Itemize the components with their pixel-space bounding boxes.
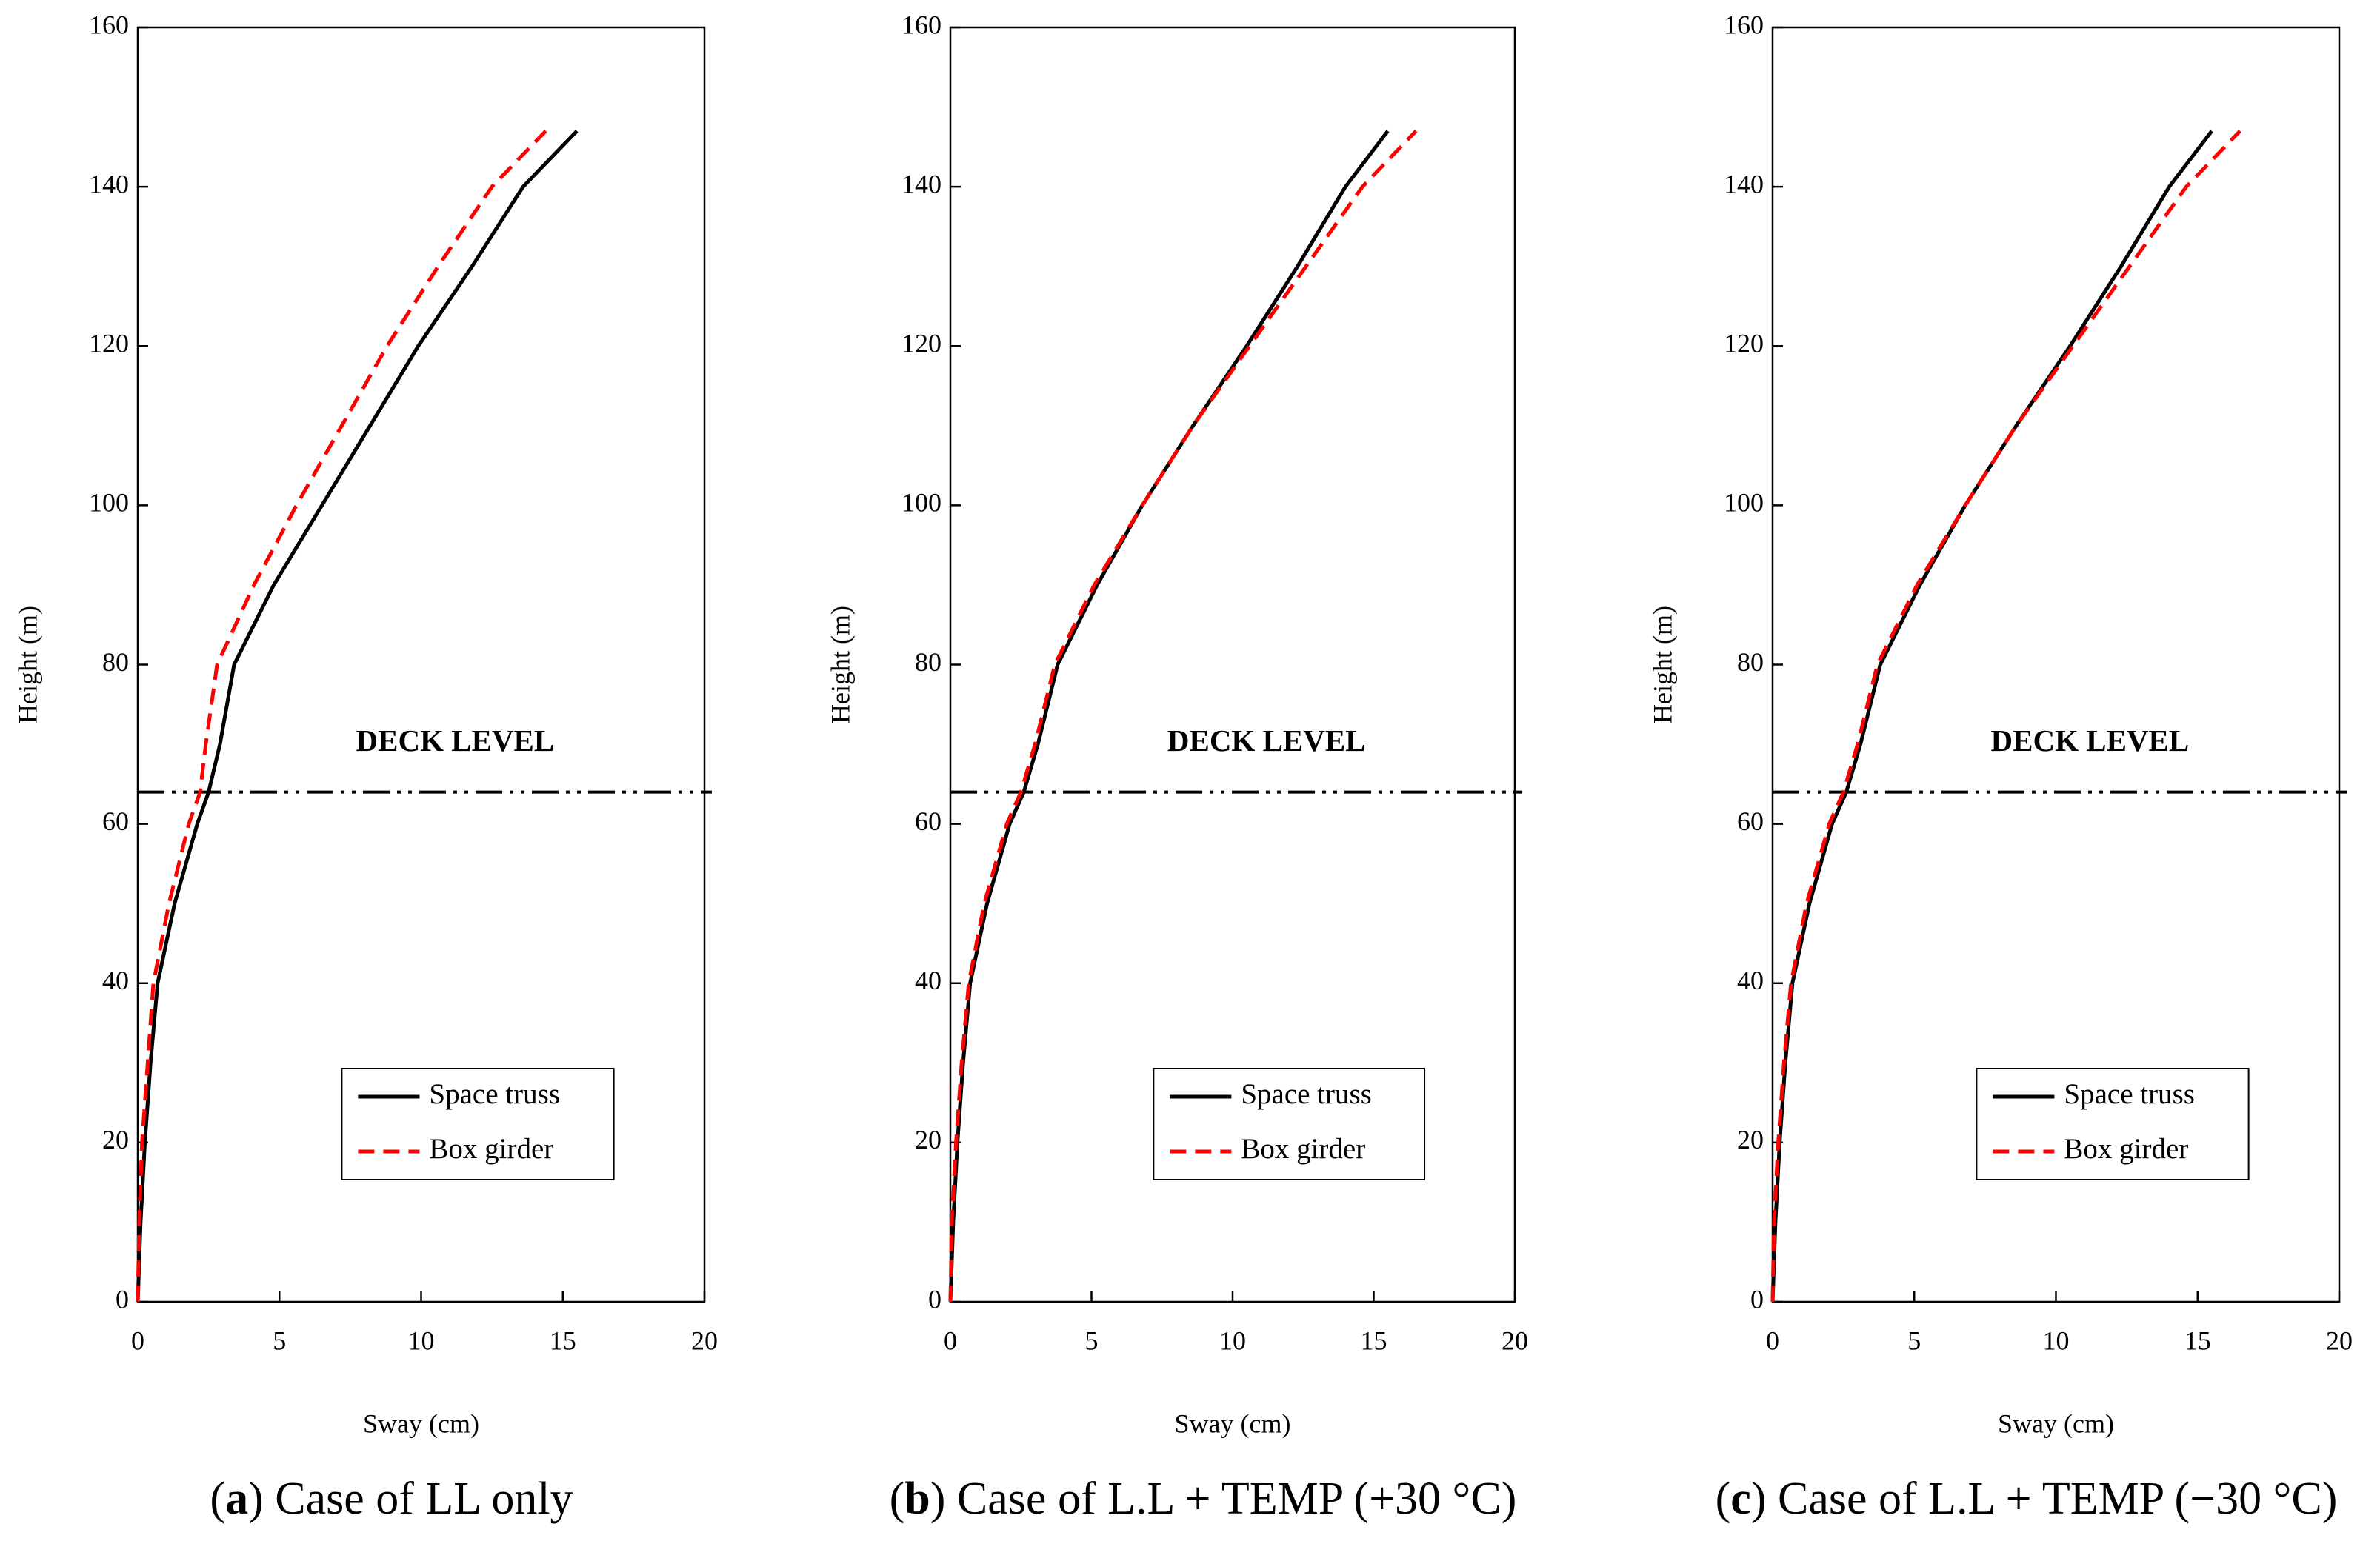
- x-tick-label: 10: [2043, 1326, 2070, 1355]
- series-line: [136, 130, 579, 1303]
- y-tick-label: 60: [1737, 806, 1764, 836]
- caption-part: c: [1730, 1474, 1751, 1524]
- legend-label: Space truss: [2064, 1078, 2195, 1110]
- series-line: [1770, 130, 2241, 1303]
- x-axis-label: Sway (cm): [1998, 1408, 2114, 1438]
- y-tick-label: 20: [1737, 1125, 1764, 1154]
- y-tick-label: 40: [915, 966, 941, 995]
- y-tick-label: 80: [102, 647, 129, 677]
- y-tick-label: 20: [102, 1125, 129, 1154]
- y-tick-label: 60: [102, 806, 129, 836]
- x-tick-label: 0: [1766, 1326, 1779, 1355]
- legend-box: [341, 1068, 615, 1180]
- y-axis-label: Height (m): [825, 606, 855, 723]
- y-tick-label: 120: [901, 329, 941, 358]
- legend-label: Box girder: [429, 1133, 553, 1165]
- caption: (b) Case of L.L + TEMP (+30 °C): [890, 1474, 1517, 1524]
- deck-label: DECK LEVEL: [1167, 723, 1366, 758]
- legend-label: Space truss: [1241, 1078, 1372, 1110]
- x-tick-label: 10: [408, 1326, 435, 1355]
- y-tick-label: 60: [915, 806, 941, 836]
- y-tick-label: 80: [915, 647, 941, 677]
- caption: (c) Case of L.L + TEMP (−30 °C): [1716, 1474, 2338, 1524]
- x-tick-label: 5: [1085, 1326, 1099, 1355]
- y-tick-label: 40: [102, 966, 129, 995]
- x-tick-label: 15: [1361, 1326, 1387, 1355]
- caption-part: ) Case of L.L + TEMP (+30 °C): [930, 1474, 1517, 1524]
- y-tick-label: 100: [89, 488, 129, 518]
- chart: 0 20 40 60 80 100 120 140 160 0 5 10 15 20 Sway (cm) He…: [13, 10, 718, 1524]
- y-tick-label: 100: [1724, 488, 1764, 518]
- series-line: [136, 130, 547, 1303]
- x-tick-label: 20: [691, 1326, 718, 1355]
- chart: 0 20 40 60 80 100 120 140 160 0 5 10 15 20 Sway (cm) He…: [825, 10, 1528, 1524]
- x-tick-label: 15: [2184, 1326, 2211, 1355]
- y-tick-label: 160: [1724, 10, 1764, 39]
- y-tick-label: 80: [1737, 647, 1764, 677]
- y-tick-label: 0: [116, 1284, 129, 1314]
- legend-label: Space truss: [429, 1078, 560, 1110]
- caption-part: (: [210, 1474, 225, 1524]
- y-tick-label: 0: [928, 1284, 941, 1314]
- deck-label: DECK LEVEL: [1991, 723, 2190, 758]
- chart: 0 20 40 60 80 100 120 140 160 0 5 10 15 20 Sway (cm) He…: [1647, 10, 2353, 1524]
- caption-part: ) Case of LL only: [248, 1474, 573, 1524]
- y-axis-label: Height (m): [1647, 606, 1677, 723]
- caption-part: a: [225, 1474, 248, 1524]
- x-tick-label: 5: [273, 1326, 286, 1355]
- deck-label: DECK LEVEL: [356, 723, 555, 758]
- x-tick-label: 20: [1501, 1326, 1528, 1355]
- caption: (a) Case of LL only: [210, 1474, 573, 1524]
- legend-box: [1153, 1068, 1426, 1180]
- caption-part: (: [1716, 1474, 1731, 1524]
- y-tick-label: 20: [915, 1125, 941, 1154]
- x-tick-label: 0: [131, 1326, 144, 1355]
- y-tick-label: 0: [1750, 1284, 1764, 1314]
- x-axis-label: Sway (cm): [363, 1408, 479, 1438]
- y-tick-label: 120: [1724, 329, 1764, 358]
- y-tick-label: 140: [1724, 169, 1764, 198]
- x-tick-label: 0: [944, 1326, 957, 1355]
- y-tick-label: 160: [901, 10, 941, 39]
- legend-label: Box girder: [2064, 1133, 2188, 1165]
- x-tick-label: 15: [550, 1326, 576, 1355]
- x-tick-label: 10: [1219, 1326, 1246, 1355]
- caption-part: (: [890, 1474, 905, 1524]
- y-tick-label: 160: [89, 10, 129, 39]
- y-tick-label: 100: [901, 488, 941, 518]
- legend-box: [1976, 1068, 2250, 1180]
- legend-label: Box girder: [1241, 1133, 1365, 1165]
- x-tick-label: 20: [2326, 1326, 2353, 1355]
- y-tick-label: 120: [89, 329, 129, 358]
- y-axis-label: Height (m): [13, 606, 42, 723]
- y-tick-label: 140: [89, 169, 129, 198]
- x-tick-label: 5: [1907, 1326, 1921, 1355]
- y-tick-label: 140: [901, 169, 941, 198]
- caption-part: ) Case of L.L + TEMP (−30 °C): [1751, 1474, 2338, 1524]
- x-axis-label: Sway (cm): [1175, 1408, 1291, 1438]
- caption-part: b: [904, 1474, 930, 1524]
- series-line: [948, 130, 1418, 1303]
- y-tick-label: 40: [1737, 966, 1764, 995]
